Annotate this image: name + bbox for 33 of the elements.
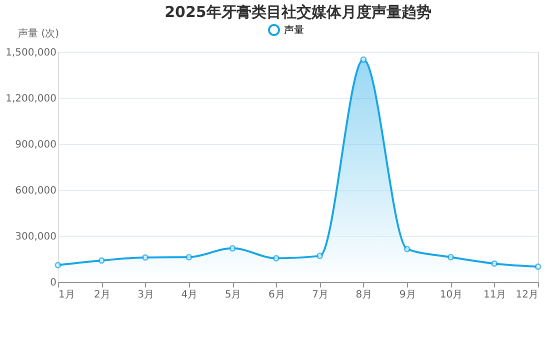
x-tick-label: 5月: [224, 290, 242, 300]
y-tick-label: 300,000: [15, 232, 56, 242]
point: [360, 56, 367, 63]
point: [272, 254, 280, 262]
y-tick-label: 1,200,000: [6, 94, 56, 104]
point: [447, 254, 454, 260]
x-tick-label: 6月: [268, 290, 285, 300]
point: [186, 254, 192, 260]
point: [54, 262, 62, 268]
x-tick-label: 8月: [356, 290, 372, 300]
x-tick-label: 4月: [181, 290, 198, 300]
x-tick-label: 10月: [440, 290, 463, 300]
legend-label: 声量: [284, 24, 304, 36]
y-tick-label: 1,500,000: [6, 48, 56, 58]
y-tick-label: 600,000: [15, 186, 56, 196]
x-tick-label: 2月: [94, 290, 110, 300]
point: [98, 257, 105, 264]
y-axis-title: 声量 (次): [18, 28, 60, 40]
point: [229, 245, 236, 252]
point: [491, 260, 498, 267]
x-tick-label: 3月: [138, 290, 154, 300]
chart-title: 2025年牙膏类目社交媒体月度声量趋势: [164, 3, 432, 21]
x-tick-label: 7月: [312, 290, 329, 300]
x-tick-label: 1月: [58, 290, 75, 300]
point: [316, 252, 324, 260]
point: [404, 246, 410, 252]
y-tick-label: 0: [50, 278, 56, 288]
x-tick-label: 12月: [516, 290, 538, 300]
x-tick-label: 11月: [483, 290, 506, 300]
point: [534, 263, 542, 270]
point: [142, 254, 149, 261]
x-tick-label: 9月: [399, 290, 416, 300]
y-tick-label: 900,000: [15, 140, 56, 150]
